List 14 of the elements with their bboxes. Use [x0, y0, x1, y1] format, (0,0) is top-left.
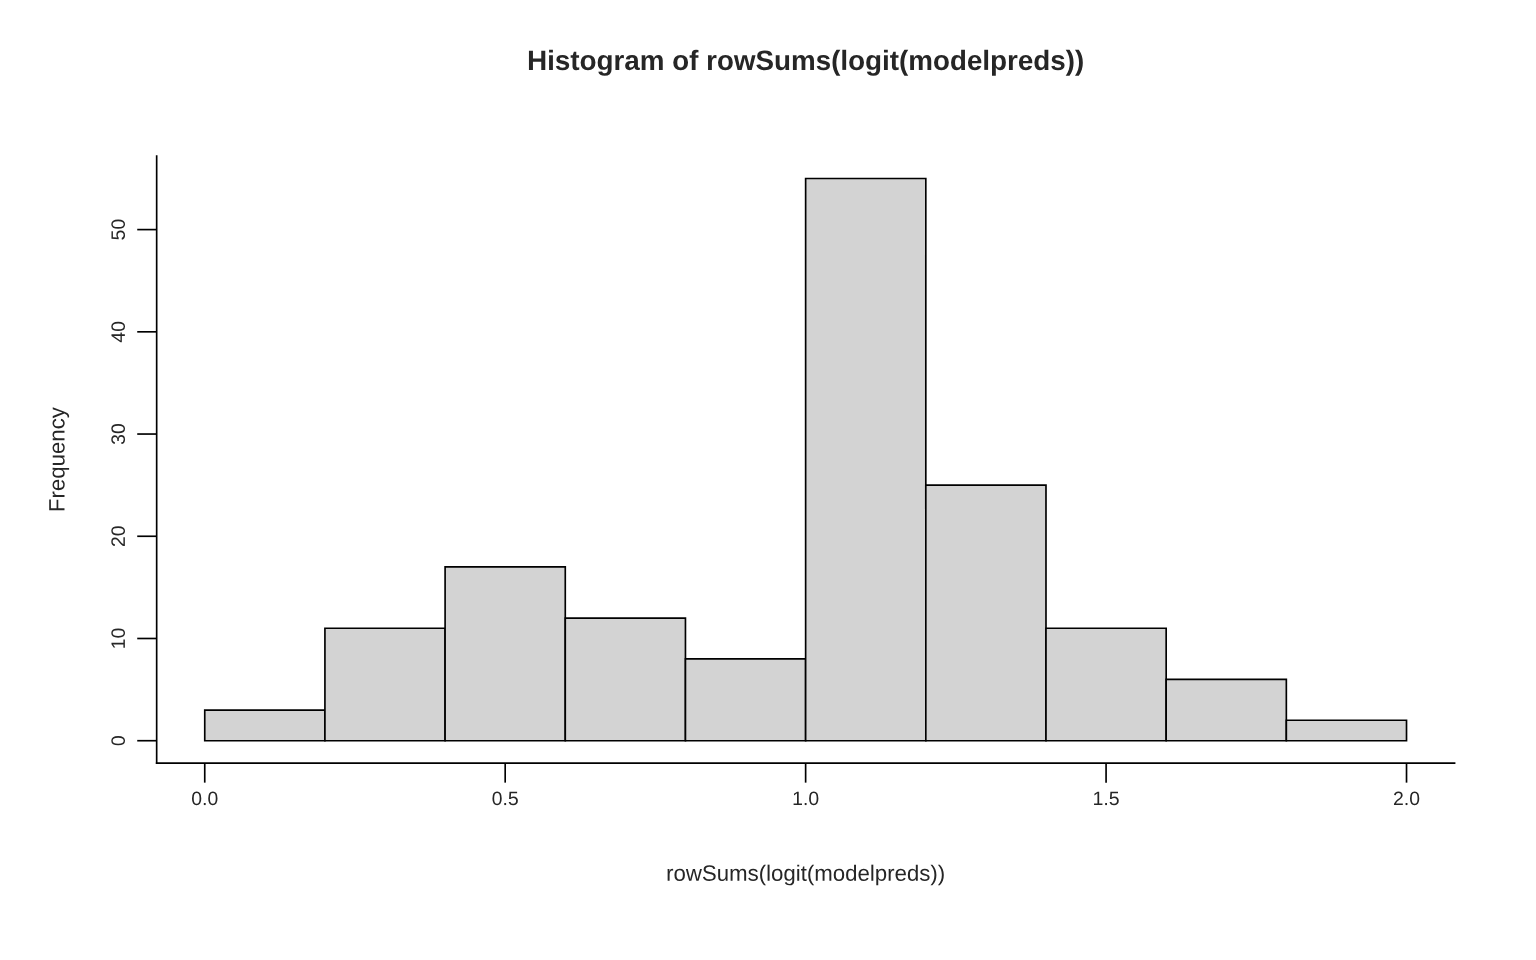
y-tick-label: 10: [111, 628, 126, 648]
y-tick-label: 40: [111, 321, 126, 343]
chart-title: Histogram of rowSums(logit(modelpreds)): [528, 49, 1083, 76]
x-tick-label: 1.0: [793, 791, 819, 806]
y-tick-label: 50: [111, 219, 126, 240]
x-axis-title: rowSums(logit(modelpreds)): [667, 864, 944, 886]
x-tick-label: 1.5: [1094, 791, 1119, 806]
y-axis-title: Frequency: [49, 407, 70, 511]
y-tick-label: 20: [111, 526, 126, 547]
x-tick-label: 0.5: [492, 791, 518, 806]
x-tick-label: 0.0: [191, 791, 218, 806]
x-tick-label: 2.0: [1393, 791, 1420, 806]
y-tick-label: 0: [111, 736, 126, 746]
y-tick-label: 30: [111, 423, 126, 445]
